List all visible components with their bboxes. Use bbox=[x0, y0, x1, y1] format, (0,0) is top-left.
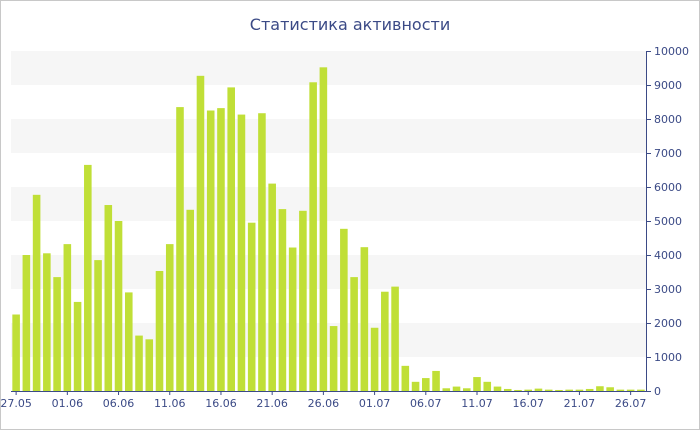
bar-16.06[interactable] bbox=[217, 108, 225, 392]
y-tick-label: 3000 bbox=[654, 283, 682, 296]
bar-19.07[interactable] bbox=[555, 389, 563, 391]
grid-band bbox=[11, 119, 646, 153]
x-tick-label: 21.07 bbox=[564, 397, 596, 410]
x-tick-label: 21.06 bbox=[256, 397, 288, 410]
bar-24.06[interactable] bbox=[299, 210, 307, 391]
bar-27.06[interactable] bbox=[329, 326, 338, 391]
axes bbox=[11, 51, 651, 395]
bar-09.07[interactable] bbox=[452, 386, 461, 391]
bar-26.06[interactable] bbox=[319, 67, 328, 391]
y-tick-label: 5000 bbox=[654, 215, 682, 228]
bar-16.07[interactable] bbox=[524, 389, 533, 391]
bars bbox=[12, 67, 645, 392]
bar-07.06[interactable] bbox=[124, 292, 133, 391]
y-tick-label: 9000 bbox=[654, 79, 682, 92]
bar-24.07[interactable] bbox=[606, 387, 614, 391]
bar-12.07[interactable] bbox=[483, 381, 492, 391]
bar-05.07[interactable] bbox=[411, 381, 420, 391]
bar-22.06[interactable] bbox=[278, 209, 287, 391]
bar-27.05[interactable] bbox=[12, 314, 20, 392]
x-tick-label: 01.06 bbox=[52, 397, 84, 410]
bar-03.07[interactable] bbox=[391, 286, 399, 391]
bar-05.06[interactable] bbox=[104, 205, 113, 391]
grid-band bbox=[11, 51, 646, 85]
bar-12.06[interactable] bbox=[176, 107, 184, 391]
bar-13.06[interactable] bbox=[186, 209, 195, 391]
x-tick-label: 11.07 bbox=[461, 397, 493, 410]
bar-07.07[interactable] bbox=[432, 370, 440, 391]
bar-04.06[interactable] bbox=[94, 260, 102, 391]
bar-18.06[interactable] bbox=[237, 114, 246, 391]
bar-06.06[interactable] bbox=[114, 221, 123, 391]
bar-30.05[interactable] bbox=[43, 253, 51, 391]
x-tick-label: 27.05 bbox=[1, 397, 32, 410]
bar-23.07[interactable] bbox=[596, 386, 604, 391]
bar-11.06[interactable] bbox=[165, 244, 174, 391]
bar-02.07[interactable] bbox=[381, 291, 389, 391]
bar-25.07[interactable] bbox=[616, 389, 625, 391]
bar-23.06[interactable] bbox=[288, 247, 297, 391]
bar-10.07[interactable] bbox=[462, 388, 471, 391]
bar-15.06[interactable] bbox=[206, 110, 215, 392]
bar-21.07[interactable] bbox=[575, 389, 584, 391]
bar-27.07[interactable] bbox=[637, 389, 645, 391]
bar-09.06[interactable] bbox=[145, 339, 154, 391]
bar-08.06[interactable] bbox=[135, 335, 143, 391]
bar-25.06[interactable] bbox=[309, 82, 317, 391]
bar-01.07[interactable] bbox=[370, 327, 379, 391]
y-tick-label: 8000 bbox=[654, 113, 682, 126]
y-tick-labels: 0 1000 2000 3000 4000 5000 6000 7000 8000 9000 100… bbox=[654, 45, 689, 398]
bar-29.06[interactable] bbox=[350, 277, 358, 391]
x-tick-label: 06.07 bbox=[410, 397, 442, 410]
chart-title: Статистика активности bbox=[249, 15, 451, 34]
bar-14.06[interactable] bbox=[196, 75, 205, 391]
x-tick-label: 16.06 bbox=[205, 397, 237, 410]
bar-29.05[interactable] bbox=[32, 194, 41, 391]
x-tick-label: 11.06 bbox=[154, 397, 186, 410]
y-tick-label: 7000 bbox=[654, 147, 682, 160]
bar-01.06[interactable] bbox=[63, 244, 72, 391]
bar-17.07[interactable] bbox=[534, 388, 543, 391]
x-tick-label: 26.07 bbox=[615, 397, 647, 410]
y-tick-label: 10000 bbox=[654, 45, 689, 58]
x-tick-label: 06.06 bbox=[103, 397, 135, 410]
bar-21.06[interactable] bbox=[268, 183, 276, 391]
x-tick-labels: 27.05 01.06 06.06 11.06 16.06 21.06 26.06 01.07… bbox=[1, 397, 646, 410]
bar-28.06[interactable] bbox=[340, 228, 348, 391]
bar-18.07[interactable] bbox=[544, 389, 553, 391]
grid-band bbox=[11, 187, 646, 221]
bar-14.07[interactable] bbox=[503, 388, 512, 391]
bar-26.07[interactable] bbox=[626, 389, 635, 391]
bar-06.07[interactable] bbox=[422, 378, 430, 391]
bar-08.07[interactable] bbox=[442, 388, 451, 391]
bar-31.05[interactable] bbox=[53, 277, 61, 391]
bar-20.07[interactable] bbox=[565, 389, 573, 391]
bar-20.06[interactable] bbox=[258, 113, 266, 391]
bar-22.07[interactable] bbox=[585, 388, 594, 391]
y-tick-label: 1000 bbox=[654, 351, 682, 364]
bar-13.07[interactable] bbox=[493, 386, 502, 391]
x-tick-label: 16.07 bbox=[512, 397, 544, 410]
y-tick-label: 2000 bbox=[654, 317, 682, 330]
bar-10.06[interactable] bbox=[155, 270, 164, 391]
bar-04.07[interactable] bbox=[401, 365, 410, 391]
bar-28.05[interactable] bbox=[22, 255, 31, 391]
y-tick-label: 0 bbox=[654, 385, 661, 398]
x-tick-label: 01.07 bbox=[359, 397, 391, 410]
bar-03.06[interactable] bbox=[84, 164, 92, 391]
bar-30.06[interactable] bbox=[360, 247, 369, 391]
bar-17.06[interactable] bbox=[227, 87, 235, 391]
bar-02.06[interactable] bbox=[73, 301, 82, 391]
y-tick-label: 4000 bbox=[654, 249, 682, 262]
bar-15.07[interactable] bbox=[514, 389, 522, 391]
bar-11.07[interactable] bbox=[473, 377, 481, 391]
y-tick-label: 6000 bbox=[654, 181, 682, 194]
bar-19.06[interactable] bbox=[247, 222, 256, 391]
x-tick-label: 26.06 bbox=[308, 397, 340, 410]
